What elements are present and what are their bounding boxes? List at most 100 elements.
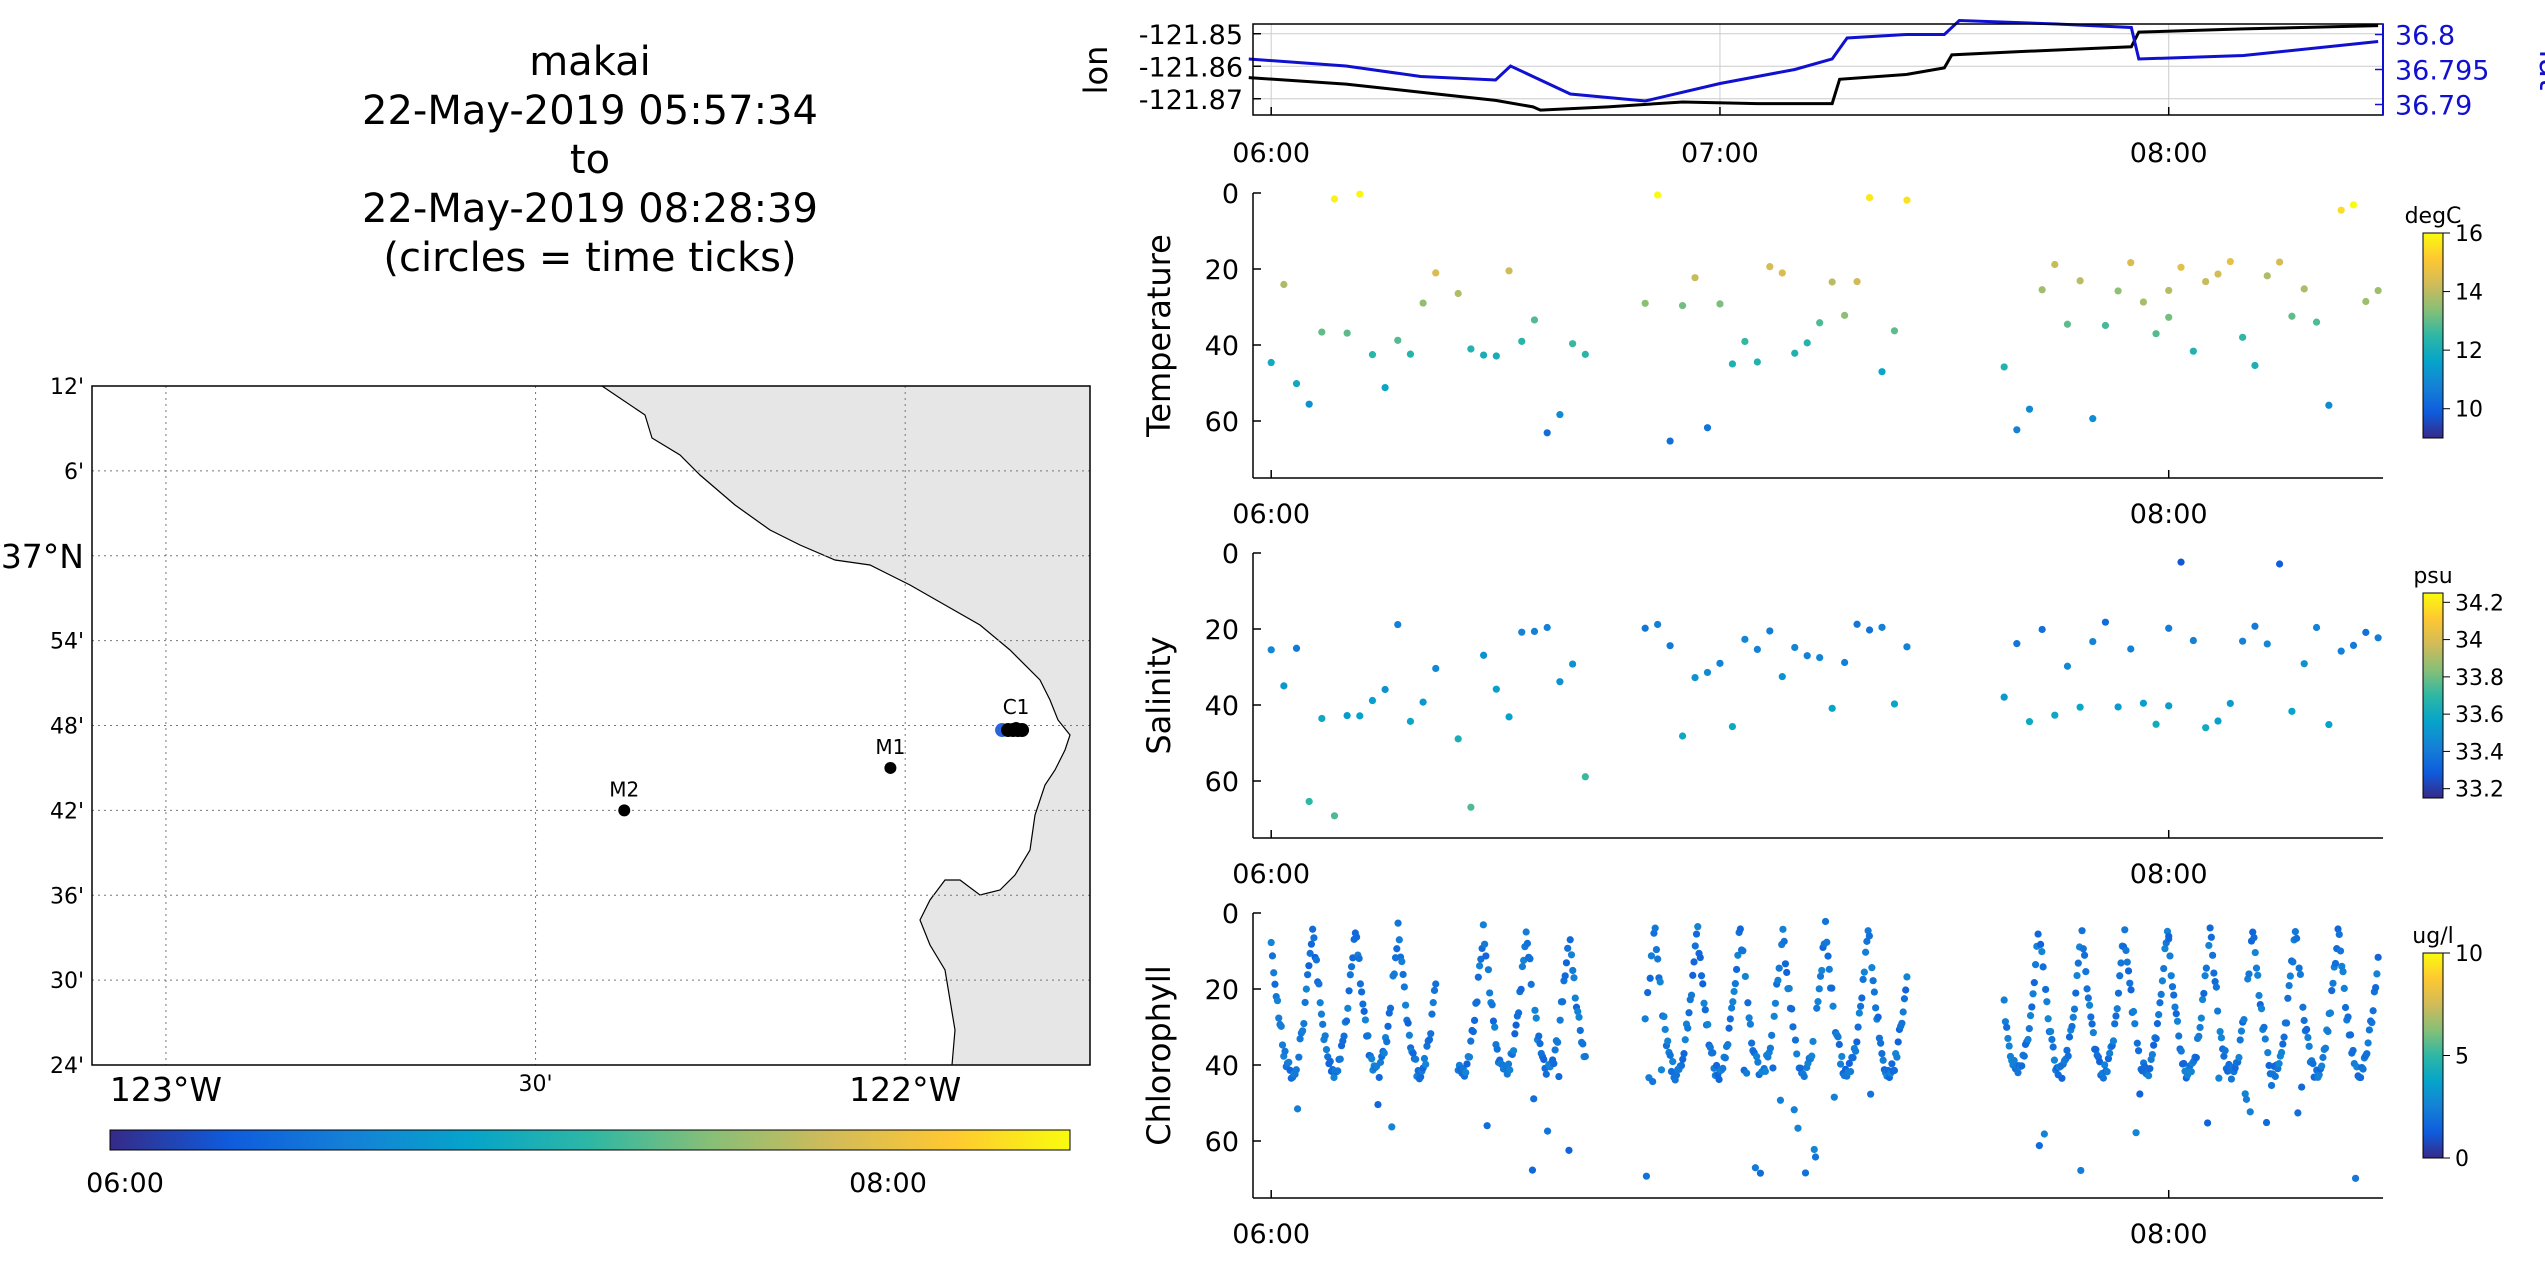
- salinity-point: [1556, 678, 1564, 686]
- map-colorbar-tick-label: 06:00: [86, 1168, 164, 1199]
- chlorophyll-point: [1561, 972, 1569, 980]
- chlorophyll-point: [2026, 1012, 2035, 1020]
- salinity-point: [2275, 560, 2284, 568]
- chlorophyll-point: [2257, 1005, 2266, 1013]
- chlorophyll-point: [1554, 1038, 1562, 1046]
- chlorophyll-point: [1301, 998, 1309, 1007]
- chlorophyll-ytick-label: 60: [1205, 1127, 1239, 1158]
- salinity-point: [1791, 643, 1799, 652]
- chlorophyll-point: [1743, 1069, 1751, 1077]
- chlorophyll-point: [1775, 964, 1783, 972]
- chlorophyll-point: [1769, 1064, 1777, 1072]
- salinity-point: [2101, 618, 2110, 626]
- chlorophyll-point: [1399, 970, 1407, 979]
- chlorophyll-point: [2005, 1042, 2013, 1050]
- temperature-ytick-label: 40: [1205, 331, 1239, 362]
- chlorophyll-point: [2122, 946, 2130, 955]
- chlorophyll-point: [1715, 1075, 1723, 1084]
- temperature-point: [1356, 190, 1364, 198]
- chlorophyll-point: [1404, 1019, 1412, 1027]
- chlorophyll-point: [1863, 937, 1871, 945]
- chlorophyll-point: [2160, 964, 2168, 973]
- salinity-point: [1654, 620, 1662, 629]
- chlorophyll-point: [1721, 1054, 1729, 1062]
- chlorophyll-point: [1791, 1036, 1800, 1044]
- temperature-point: [2177, 263, 2185, 271]
- temperature-point: [1492, 352, 1500, 360]
- chlorophyll-point: [1273, 997, 1282, 1005]
- station-marker: [618, 804, 631, 817]
- temperature-point: [1766, 263, 1774, 271]
- chlorophyll-point: [2187, 1068, 2195, 1076]
- chlorophyll-point: [2336, 947, 2345, 955]
- chlorophyll-point: [1754, 1058, 1762, 1066]
- chlorophyll-point: [2374, 953, 2382, 961]
- chlorophyll-point: [1869, 977, 1877, 985]
- chlorophyll-point: [1518, 963, 1526, 971]
- chlorophyll-point: [2235, 1053, 2243, 1062]
- chlorophyll-point: [1347, 963, 1356, 971]
- chlorophyll-point: [2372, 983, 2380, 992]
- chlorophyll-point: [1700, 999, 1708, 1007]
- chlorophyll-point: [1684, 1024, 1692, 1032]
- chlorophyll-point: [1789, 1023, 1797, 1031]
- temperature-point: [1330, 195, 1339, 203]
- temperature-colorbar-tick-label: 12: [2455, 339, 2483, 364]
- chlorophyll-point: [1746, 1020, 1754, 1028]
- chlorophyll-point: [2112, 1012, 2120, 1020]
- temperature-point: [2013, 426, 2021, 434]
- chlorophyll-point: [1849, 1054, 1857, 1062]
- chlorophyll-point: [1267, 938, 1275, 947]
- chlorophyll-point: [1644, 989, 1652, 997]
- chlorophyll-point: [2165, 932, 2173, 940]
- temperature-point: [1518, 337, 1526, 345]
- chlorophyll-point: [2328, 987, 2336, 995]
- chlorophyll-point: [1701, 1006, 1709, 1014]
- chlorophyll-point: [2271, 1072, 2279, 1080]
- temperature-point: [1381, 383, 1389, 392]
- chlorophyll-point: [1766, 1044, 1775, 1052]
- chlorophyll-point: [1667, 1067, 1676, 1076]
- position-xtick-label: 08:00: [2130, 138, 2208, 169]
- position-axes-frame: [1252, 23, 2384, 116]
- map-lon-tick-label: 122°W: [849, 1070, 961, 1109]
- chlorophyll-point: [2068, 1022, 2076, 1031]
- chlorophyll-point: [1575, 1013, 1583, 1021]
- chlorophyll-point: [1571, 994, 1579, 1002]
- chlorophyll-point: [1309, 925, 1317, 933]
- chlorophyll-point: [1302, 985, 1310, 993]
- chlorophyll-point: [2285, 981, 2293, 990]
- map-frame: [91, 385, 1091, 1066]
- chlorophyll-point: [1900, 995, 1909, 1003]
- chlorophyll-point: [1712, 1061, 1721, 1070]
- chlorophyll-point: [1555, 1072, 1563, 1081]
- map-time-colorbar: [109, 1129, 1071, 1151]
- temperature-point: [1728, 360, 1737, 368]
- salinity-point: [1569, 660, 1577, 668]
- chlorophyll-point: [1393, 945, 1401, 953]
- chlorophyll-point: [1306, 949, 1314, 957]
- chlorophyll-point: [2171, 1003, 2179, 1011]
- chlorophyll-point: [2030, 979, 2038, 987]
- chlorophyll-point: [1788, 1005, 1796, 1013]
- chlorophyll-point: [1818, 966, 1826, 975]
- chlorophyll-point: [2129, 1007, 2138, 1016]
- chlorophyll-point: [1800, 1072, 1808, 1081]
- chlorophyll-point: [1888, 1060, 1896, 1068]
- chlorophyll-point: [1304, 971, 1312, 979]
- temperature-point: [1305, 400, 1313, 408]
- chlorophyll-point: [2167, 972, 2175, 980]
- salinity-point: [1292, 644, 1301, 652]
- chlorophyll-point: [1296, 1035, 1304, 1043]
- chlorophyll-point: [1344, 1004, 1352, 1012]
- chlorophyll-point: [2210, 969, 2218, 977]
- chlorophyll-point: [2048, 1035, 2056, 1044]
- temperature-point: [2139, 298, 2148, 306]
- salinity-point: [1492, 685, 1500, 693]
- chlorophyll-point: [1855, 1009, 1863, 1017]
- chlorophyll-point: [1536, 1040, 1544, 1048]
- chlorophyll-point: [1870, 988, 1878, 996]
- chlorophyll-point: [2038, 947, 2046, 956]
- salinity-point: [2288, 707, 2296, 715]
- temperature-point: [1267, 358, 1275, 367]
